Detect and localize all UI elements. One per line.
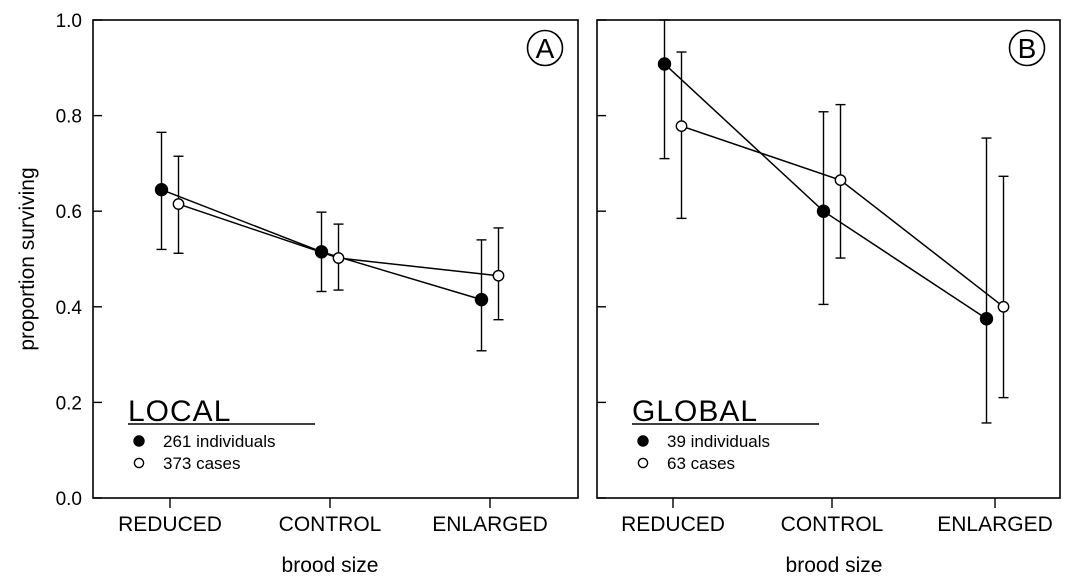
data-point-filled — [154, 182, 169, 197]
legend-label: 63 cases — [667, 454, 735, 473]
y-tick-label: 0.2 — [56, 393, 82, 414]
legend-label: 373 cases — [163, 454, 241, 473]
y-tick-label: 1.0 — [56, 11, 82, 32]
x-tick-label: ENLARGED — [432, 513, 548, 536]
data-point-filled — [979, 312, 994, 326]
y-axis-title: proportion surviving — [16, 167, 39, 350]
legend-marker — [133, 435, 145, 447]
x-axis-title: brood size — [282, 554, 379, 576]
series-line — [663, 63, 987, 320]
x-tick-label: CONTROL — [279, 513, 382, 536]
x-tick-label: ENLARGED — [937, 513, 1053, 536]
legend-title: GLOBAL — [632, 395, 758, 428]
panel-label-circle — [1008, 29, 1046, 67]
y-tick-label: 0.6 — [56, 202, 82, 223]
legend-marker — [133, 457, 145, 469]
data-point-open — [834, 174, 847, 187]
x-axis-title: brood size — [786, 554, 883, 576]
y-tick-label: 0.8 — [56, 107, 82, 128]
legend-title: LOCAL — [128, 395, 231, 428]
legend-marker — [637, 457, 649, 469]
plot-frame — [596, 19, 1061, 499]
data-point-filled — [816, 204, 831, 218]
x-tick-label: REDUCED — [621, 513, 725, 536]
legend-marker — [637, 435, 649, 447]
series-line — [681, 125, 1004, 308]
data-point-open — [997, 300, 1010, 313]
x-tick-label: REDUCED — [118, 513, 222, 536]
data-point-open — [332, 252, 345, 264]
data-point-open — [172, 198, 185, 210]
plot-frame — [92, 19, 579, 499]
y-tick-label: 0.4 — [56, 298, 83, 319]
data-point-filled — [657, 57, 672, 71]
data-point-open — [492, 269, 505, 282]
data-point-filled — [474, 292, 489, 307]
panel-label: A — [536, 33, 555, 64]
panel-label: B — [1018, 33, 1037, 64]
data-point-open — [675, 120, 688, 133]
x-tick-label: CONTROL — [781, 513, 884, 536]
panel-label-circle — [526, 29, 564, 67]
y-tick-label: 0.0 — [56, 489, 82, 510]
legend-label: 261 individuals — [163, 432, 275, 451]
legend-label: 39 individuals — [667, 432, 770, 451]
